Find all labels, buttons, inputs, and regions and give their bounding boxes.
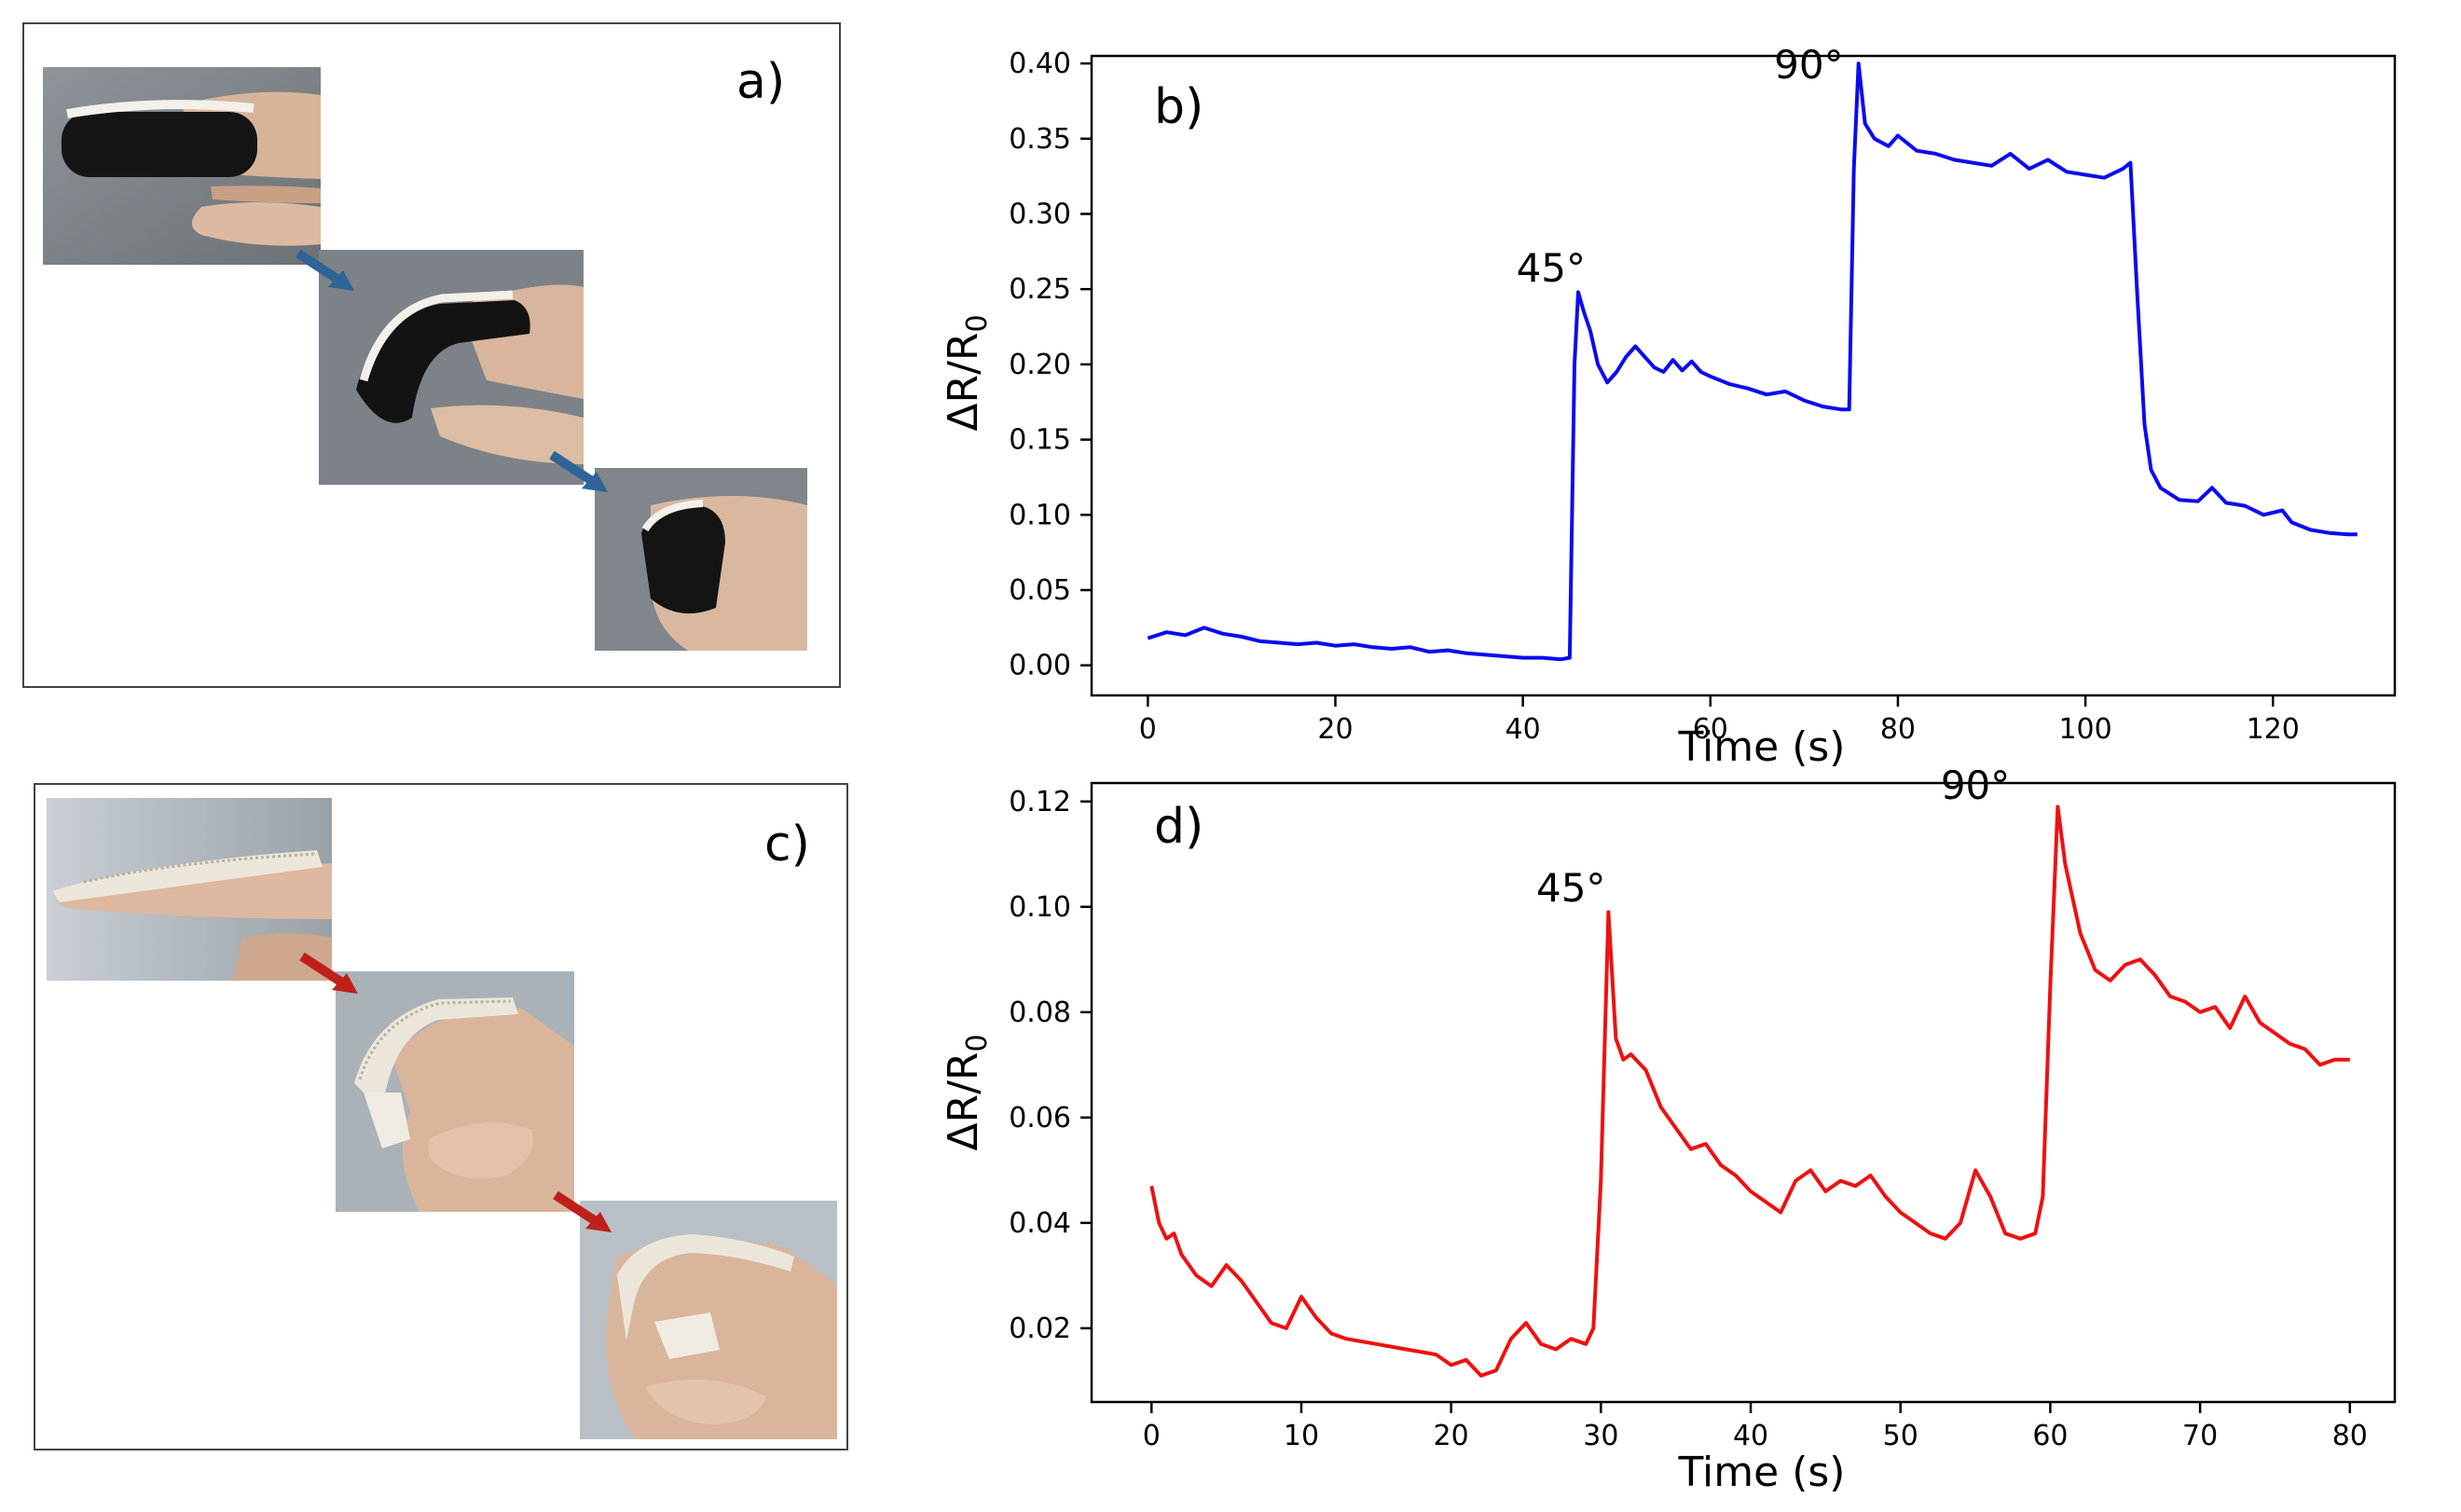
peak-annotation: 90° <box>1941 770 2010 808</box>
arrow-icon <box>296 249 354 291</box>
x-tick-label: 120 <box>2247 713 2300 746</box>
x-tick-label: 50 <box>1883 1420 1918 1452</box>
y-tick-label: 0.30 <box>1009 198 1071 230</box>
photo-finger-45deg-black-sleeve <box>319 250 584 485</box>
chart-d: 0 10 20 30 40 50 60 70 80 0.02 0.04 0.06 0.08 0.10 0.… <box>940 770 2397 1496</box>
x-tick-label: 60 <box>1693 713 1728 746</box>
y-tick-label: 0.12 <box>1009 786 1071 818</box>
x-tick-label: 30 <box>1583 1420 1618 1452</box>
y-tick-label: 0.25 <box>1009 273 1071 306</box>
arrow-icon <box>553 1190 612 1232</box>
chart-b-ylabel: ΔR/R0 <box>940 314 994 431</box>
chart-d-panel-label: d) <box>1154 799 1203 855</box>
panel-c: c) <box>34 783 848 1450</box>
x-tick-label: 40 <box>1505 713 1541 746</box>
chart-d-xlabel: Time (s) <box>1678 1449 1846 1496</box>
x-tick-label: 60 <box>2032 1420 2068 1452</box>
chart-d-ylabel-sub: 0 <box>961 1034 994 1052</box>
arrow-icon <box>299 952 358 994</box>
x-tick-label: 40 <box>1733 1420 1768 1452</box>
photo-finger-straight-white-sleeve <box>47 798 332 981</box>
chart-b: 0 20 40 60 80 100 120 0.00 0.05 0.10 0.15 0.20 0.25… <box>940 42 2397 771</box>
photo-finger-90deg-black-sleeve <box>595 468 807 651</box>
x-tick-label: 10 <box>1284 1420 1319 1452</box>
y-tick-label: 0.08 <box>1009 997 1071 1029</box>
x-tick-label: 20 <box>1434 1420 1469 1452</box>
x-tick-label: 80 <box>2332 1420 2368 1452</box>
y-tick-label: 0.00 <box>1009 650 1071 682</box>
x-tick-label: 0 <box>1143 1420 1161 1452</box>
chart-d-ylabel-main: ΔR/R <box>940 1052 987 1151</box>
data-line <box>1147 62 2358 662</box>
x-tick-label: 80 <box>1880 713 1916 746</box>
chart-b-panel-label: b) <box>1154 79 1203 135</box>
photo-finger-90deg-white-sleeve <box>580 1201 837 1439</box>
photo-finger-straight-black-sleeve <box>43 67 321 265</box>
x-tick-label: 100 <box>2058 713 2111 746</box>
chart-b-ylabel-sub: 0 <box>961 314 994 332</box>
y-tick-label: 0.35 <box>1009 123 1071 156</box>
y-tick-label: 0.05 <box>1009 574 1071 607</box>
data-line <box>1149 804 2350 1378</box>
x-tick-label: 70 <box>2182 1420 2218 1452</box>
plot-frame <box>1090 781 2397 1404</box>
panel-a-label: a) <box>736 54 786 110</box>
plot-frame <box>1090 54 2397 697</box>
panel-a: a) <box>22 22 841 688</box>
y-tick-label: 0.15 <box>1009 424 1071 457</box>
x-tick-label: 20 <box>1317 713 1353 746</box>
peak-annotation: 90° <box>1774 42 1843 88</box>
peak-annotation: 45° <box>1517 245 1586 291</box>
y-tick-label: 0.06 <box>1009 1102 1071 1134</box>
chart-b-xlabel: Time (s) <box>1678 723 1846 771</box>
y-tick-label: 0.02 <box>1009 1313 1071 1345</box>
y-tick-label: 0.20 <box>1009 349 1071 381</box>
chart-d-ylabel: ΔR/R0 <box>940 1034 994 1150</box>
y-tick-label: 0.40 <box>1009 48 1071 80</box>
chart-b-ylabel-main: ΔR/R <box>940 333 987 432</box>
y-tick-label: 0.04 <box>1009 1207 1071 1240</box>
y-tick-label: 0.10 <box>1009 891 1071 924</box>
arrow-icon <box>549 450 608 492</box>
peak-annotation: 45° <box>1536 865 1605 911</box>
x-tick-label: 0 <box>1139 713 1157 746</box>
photo-finger-45deg-white-sleeve <box>336 971 574 1212</box>
y-tick-label: 0.10 <box>1009 499 1071 531</box>
panel-c-label: c) <box>764 817 810 873</box>
